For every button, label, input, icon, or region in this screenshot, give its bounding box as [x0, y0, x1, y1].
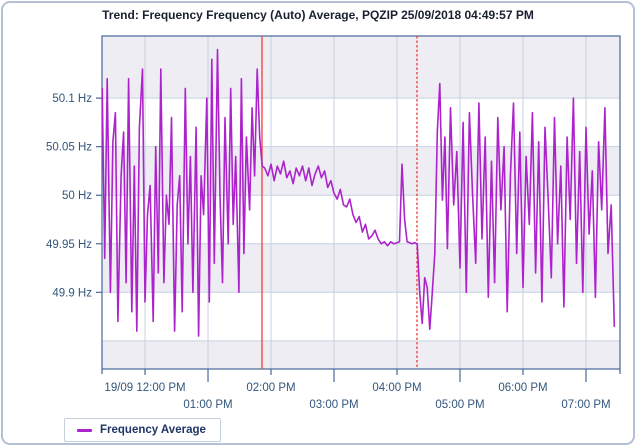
x-tick-label: 05:00 PM — [435, 399, 484, 411]
x-tick-label: 03:00 PM — [309, 399, 358, 411]
plot-band — [102, 36, 620, 99]
plot-band — [102, 98, 620, 147]
legend[interactable]: Frequency Average — [64, 418, 221, 442]
legend-label: Frequency Average — [100, 424, 206, 436]
y-tick-label: 49.9 Hz — [52, 287, 92, 299]
y-tick-label: 50 Hz — [62, 190, 92, 202]
plot-frame — [101, 35, 621, 370]
y-tick-label: 50.1 Hz — [52, 93, 92, 105]
x-tick-label: 06:00 PM — [498, 382, 547, 394]
frequency-trend-plot[interactable]: 50.1 Hz 50.05 Hz 50 Hz 49.95 Hz 49.9 Hz 19/09… — [3, 3, 635, 415]
plot-band — [102, 243, 620, 293]
x-tick-label: 07:00 PM — [561, 399, 610, 411]
x-tick-label: 02:00 PM — [246, 382, 295, 394]
x-tick-label: 01:00 PM — [183, 399, 232, 411]
plot-band — [102, 292, 620, 341]
x-tick-label: 19/09 12:00 PM — [104, 382, 185, 394]
chart-title: Trend: Frequency Frequency (Auto) Averag… — [102, 8, 534, 22]
plot-band — [102, 340, 620, 369]
x-tick-label: 04:00 PM — [372, 382, 421, 394]
y-tick-label: 49.95 Hz — [46, 239, 92, 251]
legend-line-swatch — [77, 428, 92, 432]
y-tick-label: 50.05 Hz — [46, 142, 92, 154]
frequency-trace — [101, 48, 616, 337]
